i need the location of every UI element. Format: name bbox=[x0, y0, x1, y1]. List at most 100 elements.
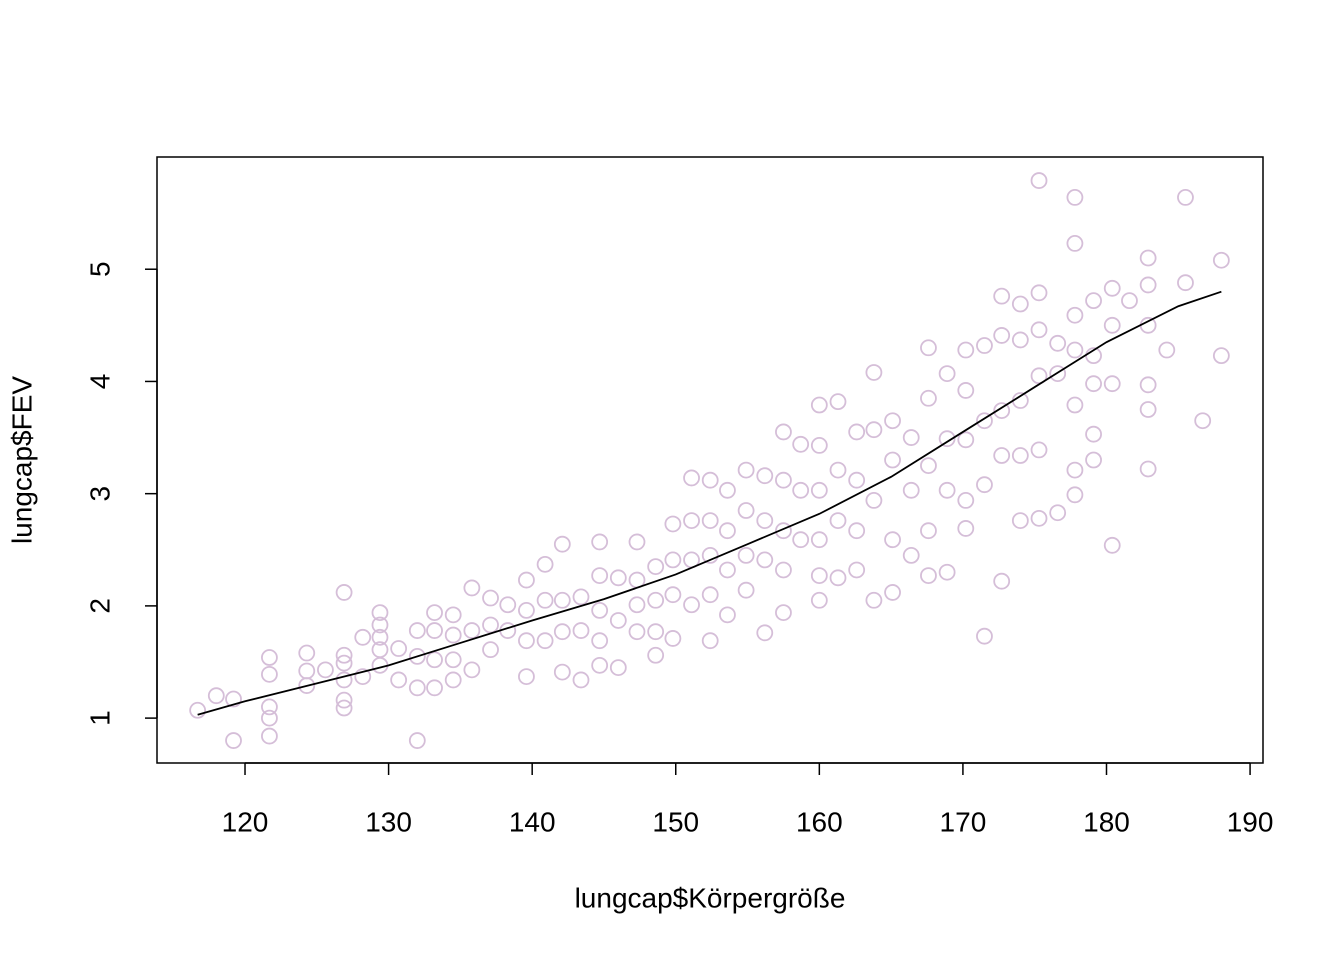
point bbox=[591, 533, 609, 551]
point bbox=[1066, 188, 1084, 206]
point bbox=[701, 546, 719, 564]
point bbox=[591, 656, 609, 674]
point bbox=[553, 535, 571, 553]
point bbox=[647, 646, 665, 664]
point bbox=[1066, 235, 1084, 252]
point bbox=[335, 646, 353, 664]
point bbox=[482, 641, 499, 659]
point bbox=[683, 512, 700, 529]
point bbox=[920, 567, 937, 584]
point bbox=[225, 690, 242, 708]
point bbox=[920, 389, 937, 407]
x-tick-label: 170 bbox=[940, 806, 987, 837]
point bbox=[848, 522, 866, 540]
point bbox=[957, 491, 975, 509]
y-tick-label: 5 bbox=[84, 261, 115, 277]
point bbox=[1011, 295, 1029, 313]
point bbox=[737, 546, 755, 564]
point bbox=[1121, 292, 1138, 310]
point bbox=[444, 651, 462, 669]
point bbox=[647, 558, 665, 576]
point bbox=[865, 491, 883, 509]
point bbox=[1085, 292, 1102, 310]
point bbox=[957, 341, 975, 359]
point bbox=[518, 668, 535, 685]
point bbox=[829, 393, 847, 411]
point bbox=[848, 561, 866, 579]
point bbox=[371, 604, 389, 622]
point bbox=[298, 662, 316, 680]
point bbox=[1177, 274, 1194, 292]
point bbox=[993, 447, 1011, 464]
point bbox=[591, 601, 609, 619]
point bbox=[1139, 460, 1157, 478]
point bbox=[920, 522, 937, 540]
point bbox=[628, 533, 646, 551]
point bbox=[664, 551, 682, 569]
point bbox=[993, 402, 1011, 420]
point bbox=[444, 626, 462, 644]
point bbox=[354, 668, 372, 685]
x-tick-label: 180 bbox=[1083, 806, 1130, 837]
point bbox=[609, 659, 627, 677]
point bbox=[976, 337, 993, 354]
point bbox=[902, 429, 920, 446]
point bbox=[426, 604, 443, 622]
point bbox=[1030, 321, 1048, 339]
plot-box bbox=[156, 156, 1264, 764]
point bbox=[609, 612, 627, 629]
point bbox=[572, 588, 590, 606]
point bbox=[810, 481, 828, 499]
point bbox=[1030, 284, 1048, 302]
point bbox=[335, 584, 353, 601]
y-tick-label: 1 bbox=[84, 710, 115, 726]
point bbox=[408, 647, 426, 665]
point bbox=[518, 571, 535, 589]
point bbox=[609, 569, 627, 587]
point bbox=[1030, 172, 1048, 189]
point bbox=[335, 699, 353, 717]
x-tick-label: 120 bbox=[222, 806, 269, 837]
point bbox=[1158, 341, 1176, 359]
point bbox=[426, 622, 443, 639]
point bbox=[737, 461, 755, 479]
point bbox=[1212, 347, 1230, 365]
point bbox=[701, 471, 719, 489]
point bbox=[354, 628, 372, 646]
point bbox=[444, 606, 462, 624]
point bbox=[865, 591, 883, 609]
point bbox=[225, 732, 242, 749]
point bbox=[792, 435, 810, 453]
point bbox=[993, 327, 1011, 344]
point bbox=[335, 654, 353, 672]
point bbox=[408, 679, 426, 697]
point bbox=[938, 481, 956, 499]
point bbox=[426, 651, 443, 669]
point bbox=[1085, 451, 1102, 469]
point bbox=[701, 512, 719, 529]
point bbox=[1212, 251, 1230, 269]
y-axis-label: lungcap$FEV bbox=[6, 376, 37, 544]
point bbox=[572, 622, 590, 639]
point bbox=[957, 382, 975, 399]
point bbox=[938, 365, 956, 382]
point bbox=[756, 551, 774, 569]
x-tick-label: 190 bbox=[1227, 806, 1274, 837]
point bbox=[553, 623, 571, 641]
point bbox=[756, 624, 774, 642]
point bbox=[775, 561, 792, 579]
point bbox=[775, 471, 792, 489]
point bbox=[1139, 401, 1157, 418]
point bbox=[902, 546, 920, 564]
point bbox=[775, 604, 792, 622]
point bbox=[957, 520, 975, 537]
point bbox=[829, 569, 847, 587]
point bbox=[1103, 375, 1121, 393]
point bbox=[993, 287, 1011, 305]
point bbox=[1103, 536, 1121, 554]
point bbox=[1011, 331, 1029, 349]
point bbox=[1011, 512, 1029, 529]
point bbox=[408, 732, 426, 749]
point bbox=[719, 561, 736, 579]
smooth-line bbox=[197, 290, 1222, 716]
